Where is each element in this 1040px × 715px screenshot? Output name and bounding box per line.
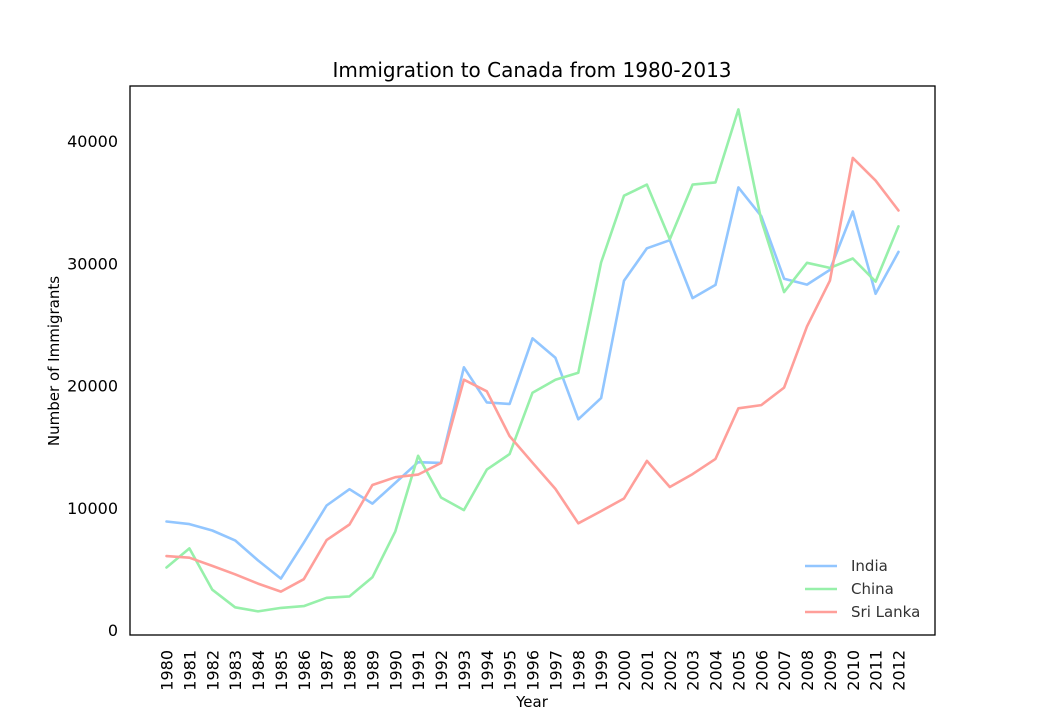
x-tick-label: 1999 (592, 650, 611, 691)
x-tick-label: 1981 (180, 650, 199, 691)
x-tick-label: 2010 (844, 650, 863, 691)
x-tick-label: 2000 (615, 650, 634, 691)
x-tick-label: 1989 (363, 650, 382, 691)
x-tick-label: 2011 (867, 650, 886, 691)
x-tick-label: 1991 (409, 650, 428, 691)
x-tick-label: 1985 (272, 650, 291, 691)
x-tick-label: 2009 (821, 650, 840, 691)
x-tick-label: 1995 (501, 650, 520, 691)
x-tick-label: 1993 (455, 650, 474, 691)
x-axis-ticks: 1980 1981 1982 1983 1984 1985 1986 1987 1988 1989… (158, 650, 909, 691)
legend-label: Sri Lanka (851, 603, 920, 621)
legend-label: India (851, 557, 888, 575)
x-tick-label: 1992 (432, 650, 451, 691)
x-tick-label: 1986 (295, 650, 314, 691)
x-tick-label: 2004 (707, 650, 726, 691)
x-tick-label: 1983 (226, 650, 245, 691)
x-tick-label: 2012 (890, 650, 909, 691)
y-tick-label: 20000 (67, 377, 118, 396)
x-tick-label: 1987 (318, 650, 337, 691)
chart-title: Immigration to Canada from 1980-2013 (332, 58, 731, 82)
x-axis-label: Year (515, 693, 549, 711)
x-tick-label: 1984 (249, 650, 268, 691)
x-tick-label: 2008 (798, 650, 817, 691)
x-tick-label: 1997 (546, 650, 565, 691)
x-tick-label: 2001 (638, 650, 657, 691)
x-tick-label: 2003 (684, 650, 703, 691)
y-tick-label: 30000 (67, 254, 118, 273)
x-tick-label: 1980 (158, 650, 177, 691)
x-tick-label: 2005 (729, 650, 748, 691)
x-tick-label: 1982 (203, 650, 222, 691)
y-axis-ticks: 0 10000 20000 30000 40000 (67, 132, 118, 640)
x-tick-label: 1988 (341, 650, 360, 691)
y-tick-label: 10000 (67, 499, 118, 518)
x-tick-label: 1998 (569, 650, 588, 691)
x-tick-label: 1990 (386, 650, 405, 691)
y-tick-label: 0 (108, 621, 118, 640)
legend: India China Sri Lanka (805, 557, 920, 621)
series-lines (165, 108, 900, 613)
plot-area-frame (129, 85, 936, 636)
legend-label: China (851, 580, 894, 598)
y-tick-label: 40000 (67, 132, 118, 151)
x-tick-label: 2007 (775, 650, 794, 691)
x-tick-label: 2002 (661, 650, 680, 691)
x-tick-label: 2006 (752, 650, 771, 691)
x-tick-label: 1996 (524, 650, 543, 691)
x-tick-label: 1994 (478, 650, 497, 691)
series-line-china (165, 108, 900, 613)
y-axis-label: Number of Immigrants (45, 276, 63, 446)
series-line-india (165, 186, 900, 580)
series-line-sri-lanka (165, 156, 900, 593)
